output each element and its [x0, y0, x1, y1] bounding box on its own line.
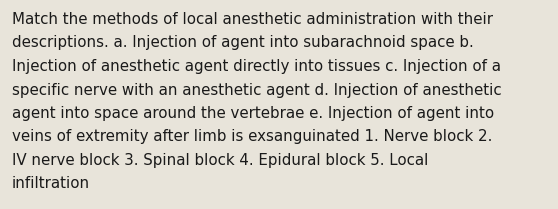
Text: infiltration: infiltration: [12, 176, 90, 191]
Text: specific nerve with an anesthetic agent d. Injection of anesthetic: specific nerve with an anesthetic agent …: [12, 83, 502, 98]
Text: IV nerve block 3. Spinal block 4. Epidural block 5. Local: IV nerve block 3. Spinal block 4. Epidur…: [12, 153, 429, 168]
Text: descriptions. a. Injection of agent into subarachnoid space b.: descriptions. a. Injection of agent into…: [12, 36, 474, 51]
Text: veins of extremity after limb is exsanguinated 1. Nerve block 2.: veins of extremity after limb is exsangu…: [12, 130, 492, 144]
Text: Injection of anesthetic agent directly into tissues c. Injection of a: Injection of anesthetic agent directly i…: [12, 59, 501, 74]
Text: Match the methods of local anesthetic administration with their: Match the methods of local anesthetic ad…: [12, 12, 493, 27]
Text: agent into space around the vertebrae e. Injection of agent into: agent into space around the vertebrae e.…: [12, 106, 494, 121]
